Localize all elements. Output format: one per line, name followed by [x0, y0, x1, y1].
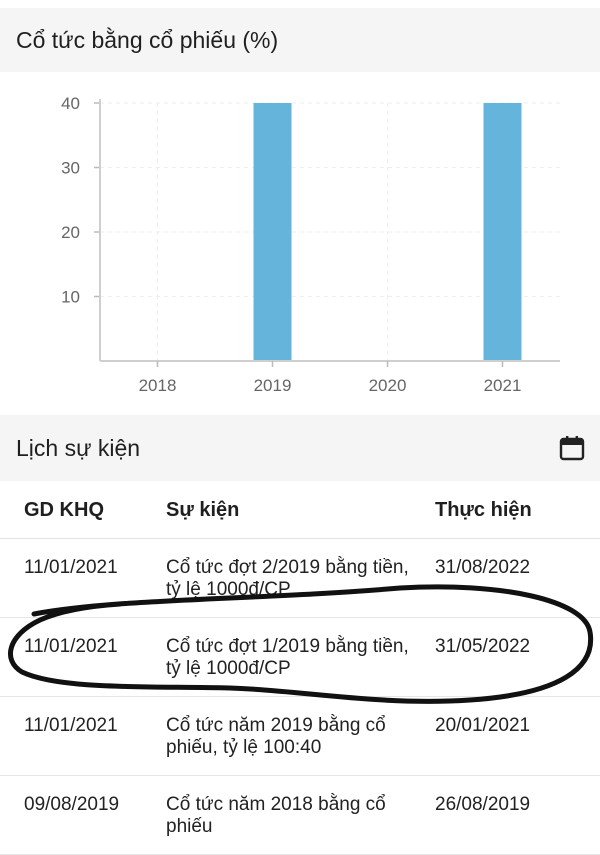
row-ex-date: 11/01/2021: [24, 557, 118, 578]
y-tick-label: 10: [61, 288, 80, 307]
header-execution: Thực hiện: [435, 499, 532, 521]
y-tick-label: 30: [61, 159, 80, 178]
row-ex-date: 09/08/2019: [24, 794, 120, 815]
y-tick-label: 20: [61, 223, 80, 242]
x-tick-label: 2020: [369, 376, 407, 395]
x-tick-label: 2019: [254, 376, 292, 395]
events-section-header: Lịch sự kiện: [0, 415, 600, 481]
x-tick-label: 2021: [484, 376, 522, 395]
events-section-title: Lịch sự kiện: [16, 434, 141, 461]
row-ex-date: 11/01/2021: [24, 636, 118, 657]
dividend-section-title: Cổ tức bằng cổ phiếu (%): [16, 26, 279, 53]
row-execution-date: 20/01/2021: [435, 715, 531, 736]
table-row[interactable]: 11/01/2021 Cổ tức đợt 1/2019 bằng tiền, …: [0, 618, 600, 697]
row-event: Cổ tức năm 2018 bằng cổ phiếu: [166, 794, 386, 837]
table-row[interactable]: 11/01/2021 Cổ tức đợt 2/2019 bằng tiền, …: [0, 539, 600, 618]
row-ex-date: 11/01/2021: [24, 715, 118, 736]
dividend-section-header: Cổ tức bằng cổ phiếu (%): [0, 8, 600, 72]
table-row[interactable]: 09/08/2019 Cổ tức năm 2018 bằng cổ phiếu…: [0, 776, 600, 855]
row-event: Cổ tức năm 2019 bằng cổ phiếu, tỷ lệ 100…: [166, 715, 386, 758]
events-table-header: GD KHQ Sự kiện Thực hiện: [0, 481, 600, 539]
row-execution-date: 31/05/2022: [435, 636, 531, 657]
row-event: Cổ tức đợt 1/2019 bằng tiền, tỷ lệ 1000đ…: [166, 636, 409, 679]
header-event: Sự kiện: [166, 499, 240, 521]
calendar-icon[interactable]: [558, 434, 586, 462]
row-execution-date: 26/08/2019: [435, 794, 531, 815]
bar-2019[interactable]: [253, 103, 292, 361]
row-event: Cổ tức đợt 2/2019 bằng tiền, tỷ lệ 1000đ…: [166, 557, 409, 600]
y-tick-label: 40: [61, 94, 80, 113]
events-table: GD KHQ Sự kiện Thực hiện 11/01/2021 Cổ t…: [0, 481, 600, 855]
table-row[interactable]: 11/01/2021 Cổ tức năm 2019 bằng cổ phiếu…: [0, 697, 600, 776]
x-tick-label: 2018: [139, 376, 177, 395]
bar-2021[interactable]: [483, 103, 522, 361]
header-ex-date: GD KHQ: [24, 499, 104, 521]
row-execution-date: 31/08/2022: [435, 557, 531, 578]
dividend-bar-chart: 10 20 30 40 2018 2019 2020 2021: [61, 94, 560, 395]
